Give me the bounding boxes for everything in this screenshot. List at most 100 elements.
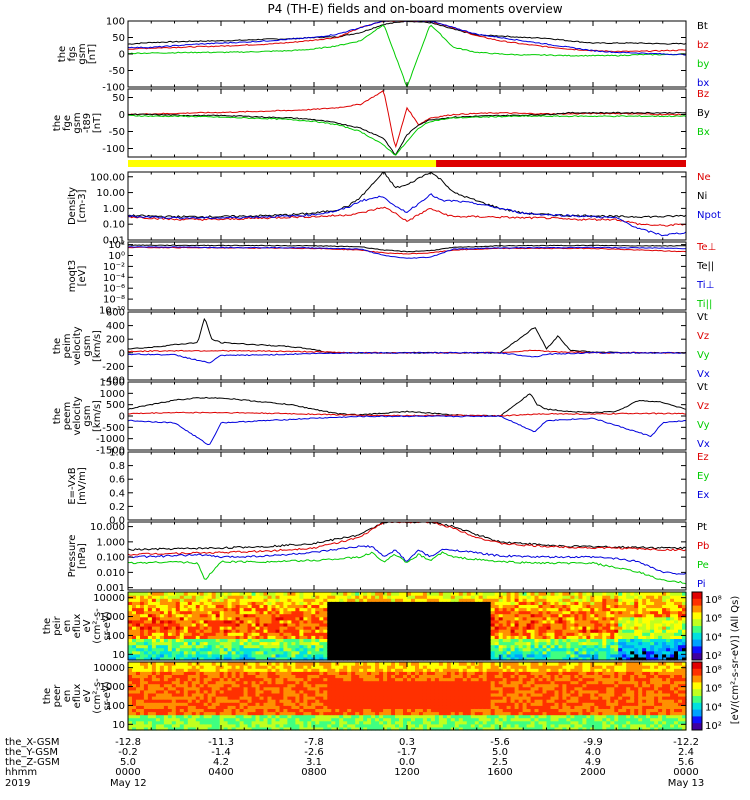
peir_spec-cell [343, 653, 348, 658]
peir_spec-cell [411, 601, 416, 605]
peir_spec-cell [251, 616, 257, 621]
peir_spec-cell [287, 626, 292, 630]
peir_spec-cell [351, 607, 356, 612]
peer_spec-cell [319, 686, 324, 691]
efield-ytick-label: 0.0 [109, 516, 125, 527]
peir_spec-cell [622, 635, 627, 639]
peer_spec-cell [235, 717, 241, 722]
peir_spec-cell [395, 644, 400, 649]
efield-legend-ey: Ey [697, 471, 709, 482]
peer_spec-cell [159, 720, 165, 725]
peir_spec-cell [650, 626, 655, 630]
peer_spec-cell [191, 708, 197, 713]
peir_spec-cell [458, 644, 464, 649]
peir_spec-cell [642, 607, 647, 612]
peir_spec-cell [140, 632, 145, 636]
peir_spec-cell [542, 607, 548, 612]
peir_spec-cell [243, 626, 249, 630]
peir_spec-cell [498, 644, 504, 649]
peir_spec-cell [151, 613, 157, 618]
peir_spec-cell [642, 635, 647, 639]
peir_spec-cell [606, 592, 611, 596]
peir_spec-cell [327, 604, 332, 609]
peir_spec-cell [323, 653, 328, 658]
peir_spec-cell [407, 647, 412, 652]
peer_spec-cell [239, 662, 245, 666]
peir_spec-cell [187, 650, 193, 655]
peir_spec-cell [275, 641, 281, 646]
pressure-ytick-label: 0.001 [96, 583, 125, 594]
peer_spec-cell [191, 696, 197, 700]
peir_spec-cell [562, 632, 567, 636]
fgs-ytick-label: 100 [106, 17, 125, 28]
peer_spec-cell [207, 686, 213, 691]
peir_spec-cell [650, 610, 655, 615]
peir_spec-cell [395, 647, 400, 652]
density-series-npot [127, 193, 687, 237]
peer_spec-cell [132, 723, 137, 728]
peer_spec-cell [339, 723, 344, 728]
peir_spec-cell [283, 656, 288, 661]
peer_spec-cell [255, 665, 261, 669]
peer_spec-cell [128, 699, 133, 703]
peir_spec-cell [518, 635, 524, 639]
peir_spec-cell [586, 604, 591, 609]
peir_spec-cell [267, 613, 273, 618]
peir_spec-cell [387, 632, 392, 636]
peir_spec-cell [574, 650, 579, 655]
peir_spec-cell [638, 641, 643, 646]
peir_spec-cell [251, 592, 257, 596]
peir_spec-cell [426, 607, 432, 612]
peir_spec-cell [638, 616, 643, 621]
peir_spec-cell [367, 653, 372, 658]
peem-series-vz [127, 411, 687, 417]
peir_spec-cell [490, 613, 496, 618]
peir_spec-cell [682, 647, 687, 652]
peir_spec-cell [215, 653, 221, 658]
peir_spec-cell [355, 607, 360, 612]
peir_spec-cell [199, 647, 205, 652]
peir_spec-cell [267, 604, 273, 609]
peer_spec-cell [255, 683, 261, 688]
peer_spec-cell [183, 689, 189, 694]
peir_spec-cell [151, 598, 157, 602]
peir_spec-cell [215, 632, 221, 636]
peir_spec-cell [442, 610, 448, 615]
peir_spec-cell [618, 638, 623, 643]
peer_spec-cell [215, 680, 221, 685]
peer_spec-cell [303, 668, 308, 672]
peir_spec-cell [347, 650, 352, 655]
peir_spec-cell [419, 622, 424, 627]
peir_spec-cell [243, 601, 249, 605]
peer_spec-cell [319, 677, 324, 682]
peer_spec-cell [255, 686, 261, 691]
peer_spec-cell [259, 723, 265, 728]
peer_spec-cell [136, 668, 141, 672]
peer_spec-cell [223, 699, 229, 703]
peir_spec-cell [371, 610, 376, 615]
peir_spec-cell [303, 598, 308, 602]
peer_spec-cell [223, 714, 229, 719]
peir_spec-cell [211, 622, 217, 627]
peir_spec-cell [506, 616, 512, 621]
fgs-legend-bt: Bt [697, 21, 708, 32]
peir_spec-cell [399, 635, 404, 639]
peir_spec-cell [407, 610, 412, 615]
peir_spec-cell [283, 601, 288, 605]
peer_spec-cell [132, 726, 137, 731]
peir_spec-cell [646, 626, 651, 630]
peir_spec-cell [255, 616, 261, 621]
peir_spec-cell [207, 613, 213, 618]
peir_spec-cell [291, 644, 296, 649]
peir_spec-cell [371, 644, 376, 649]
peir_spec-cell [343, 616, 348, 621]
peir_spec-cell [319, 650, 324, 655]
peer_spec-cell [271, 662, 277, 666]
peir_spec-cell [339, 592, 344, 596]
peir_spec-cell [590, 601, 595, 605]
peir_spec-cell [590, 647, 595, 652]
peer_spec-cell [167, 680, 173, 685]
peir_spec-cell [136, 641, 141, 646]
peir_spec-cell [199, 632, 205, 636]
peir_spec-cell [363, 604, 368, 609]
